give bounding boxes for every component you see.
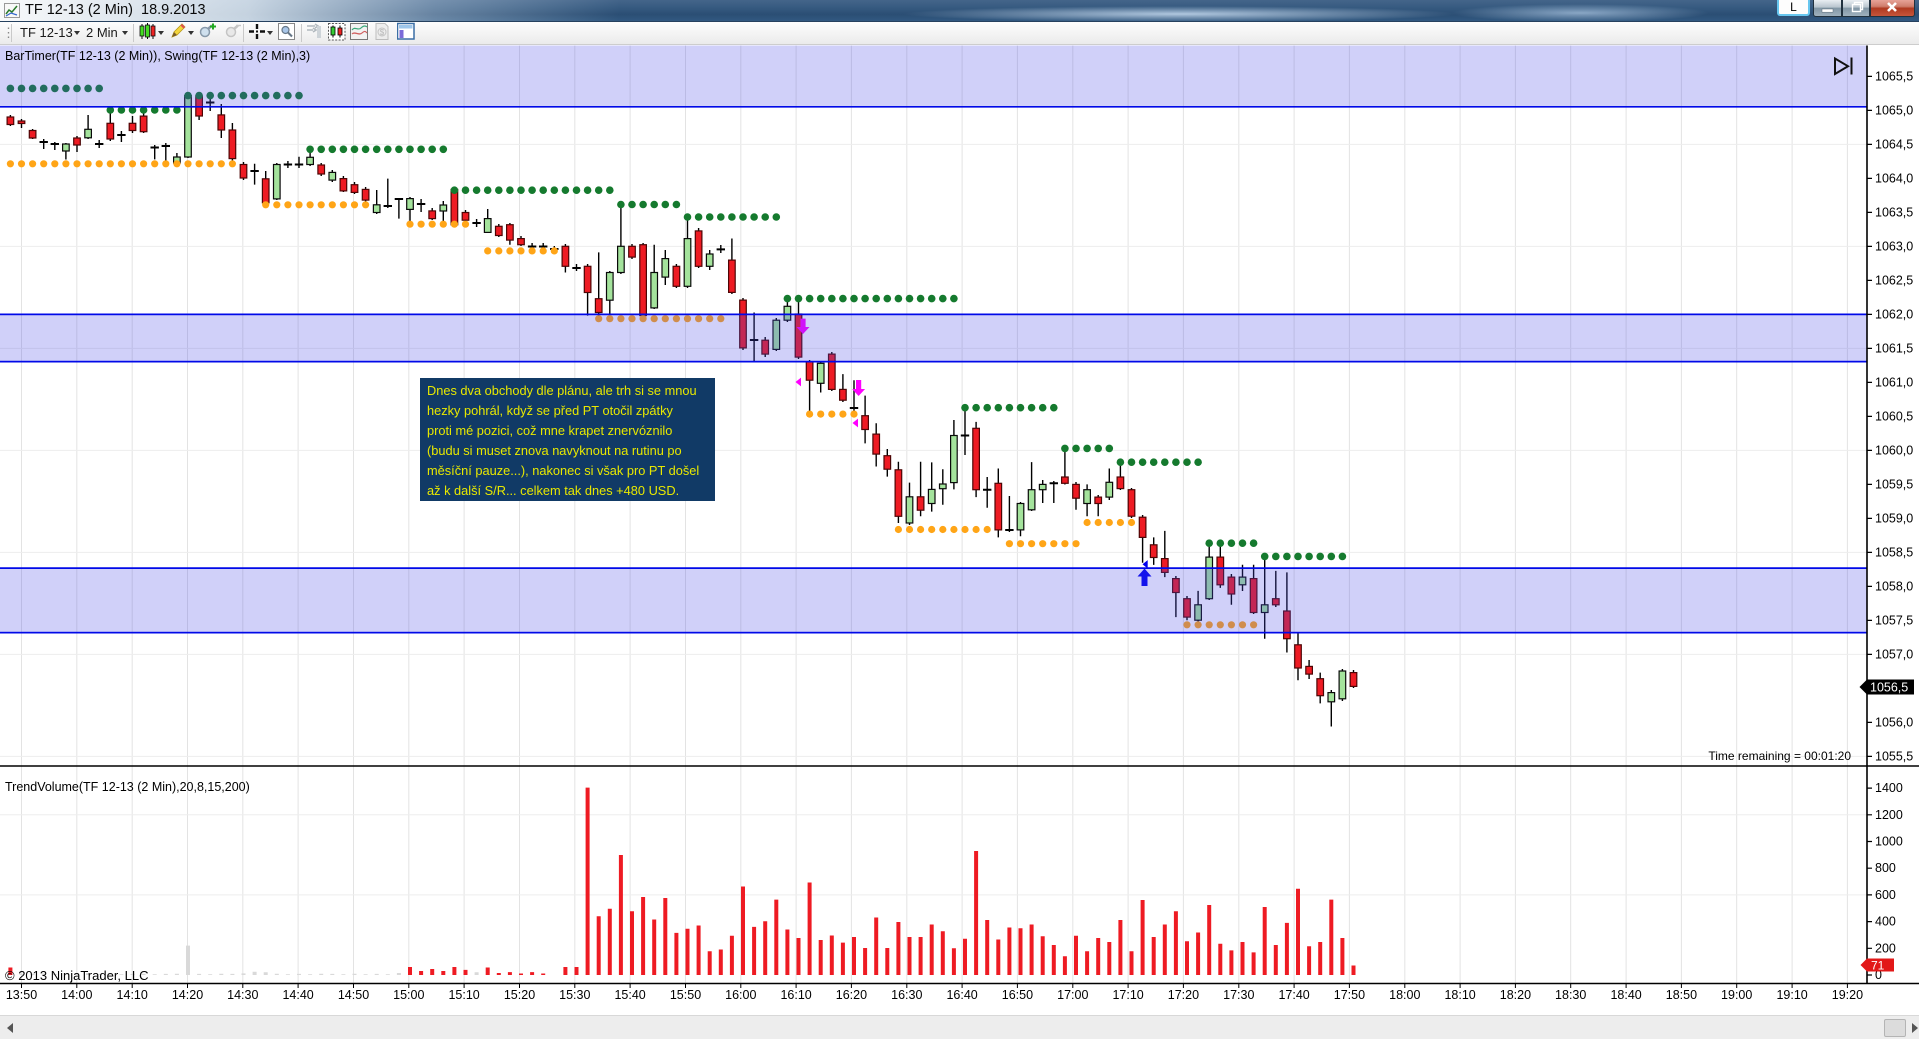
svg-text:18:20: 18:20 (1500, 988, 1531, 1002)
svg-text:1055,5: 1055,5 (1875, 749, 1913, 763)
svg-text:BarTimer(TF 12-13 (2 Min)), Sw: BarTimer(TF 12-13 (2 Min)), Swing(TF 12-… (5, 49, 310, 63)
svg-text:1400: 1400 (1875, 781, 1903, 795)
svg-text:600: 600 (1875, 888, 1896, 902)
svg-text:17:50: 17:50 (1334, 988, 1365, 1002)
svg-text:17:20: 17:20 (1168, 988, 1199, 1002)
svg-text:16:20: 16:20 (836, 988, 867, 1002)
svg-text:14:50: 14:50 (338, 988, 369, 1002)
svg-text:18:00: 18:00 (1389, 988, 1420, 1002)
svg-text:14:00: 14:00 (61, 988, 92, 1002)
svg-text:1065,5: 1065,5 (1875, 69, 1913, 83)
svg-text:17:40: 17:40 (1278, 988, 1309, 1002)
svg-text:17:00: 17:00 (1057, 988, 1088, 1002)
svg-text:1200: 1200 (1875, 808, 1903, 822)
svg-text:1056,5: 1056,5 (1870, 681, 1908, 695)
svg-text:1060,0: 1060,0 (1875, 443, 1913, 457)
svg-text:1064,5: 1064,5 (1875, 137, 1913, 151)
svg-text:15:30: 15:30 (559, 988, 590, 1002)
svg-text:1059,0: 1059,0 (1875, 511, 1913, 525)
svg-text:1057,5: 1057,5 (1875, 613, 1913, 627)
svg-text:1060,5: 1060,5 (1875, 409, 1913, 423)
svg-text:1058,0: 1058,0 (1875, 579, 1913, 593)
svg-text:14:40: 14:40 (282, 988, 313, 1002)
svg-text:16:00: 16:00 (725, 988, 756, 1002)
svg-text:18:40: 18:40 (1610, 988, 1641, 1002)
svg-text:16:40: 16:40 (946, 988, 977, 1002)
svg-text:19:20: 19:20 (1832, 988, 1863, 1002)
svg-text:18:50: 18:50 (1666, 988, 1697, 1002)
svg-text:1062,5: 1062,5 (1875, 273, 1913, 287)
svg-text:13:50: 13:50 (6, 988, 37, 1002)
svg-text:1058,5: 1058,5 (1875, 545, 1913, 559)
svg-text:18:30: 18:30 (1555, 988, 1586, 1002)
svg-text:71: 71 (1871, 959, 1885, 973)
svg-text:16:10: 16:10 (780, 988, 811, 1002)
svg-text:19:10: 19:10 (1776, 988, 1807, 1002)
svg-text:800: 800 (1875, 861, 1896, 875)
svg-text:$: $ (380, 28, 385, 37)
svg-text:14:10: 14:10 (117, 988, 148, 1002)
svg-text:1063,5: 1063,5 (1875, 205, 1913, 219)
svg-text:200: 200 (1875, 941, 1896, 955)
svg-text:15:00: 15:00 (393, 988, 424, 1002)
svg-text:© 2013 NinjaTrader, LLC: © 2013 NinjaTrader, LLC (5, 968, 149, 983)
svg-text:16:30: 16:30 (891, 988, 922, 1002)
svg-text:400: 400 (1875, 915, 1896, 929)
svg-text:1000: 1000 (1875, 835, 1903, 849)
svg-text:1056,0: 1056,0 (1875, 715, 1913, 729)
svg-text:0: 0 (1875, 968, 1882, 982)
svg-text:18:10: 18:10 (1444, 988, 1475, 1002)
svg-text:Time remaining = 00:01:20: Time remaining = 00:01:20 (1708, 749, 1851, 763)
svg-text:15:20: 15:20 (504, 988, 535, 1002)
svg-text:19:00: 19:00 (1721, 988, 1752, 1002)
svg-text:TrendVolume(TF 12-13 (2 Min),2: TrendVolume(TF 12-13 (2 Min),20,8,15,200… (5, 780, 250, 794)
svg-text:15:40: 15:40 (614, 988, 645, 1002)
svg-text:14:20: 14:20 (172, 988, 203, 1002)
svg-text:17:30: 17:30 (1223, 988, 1254, 1002)
svg-text:15:10: 15:10 (448, 988, 479, 1002)
svg-text:1059,5: 1059,5 (1875, 477, 1913, 491)
svg-text:1061,5: 1061,5 (1875, 341, 1913, 355)
svg-text:16:50: 16:50 (1002, 988, 1033, 1002)
svg-text:1061,0: 1061,0 (1875, 375, 1913, 389)
svg-text:1065,0: 1065,0 (1875, 103, 1913, 117)
svg-text:17:10: 17:10 (1112, 988, 1143, 1002)
svg-text:1064,0: 1064,0 (1875, 171, 1913, 185)
svg-text:1057,0: 1057,0 (1875, 647, 1913, 661)
svg-text:14:30: 14:30 (227, 988, 258, 1002)
svg-text:15:50: 15:50 (670, 988, 701, 1002)
svg-text:1063,0: 1063,0 (1875, 239, 1913, 253)
svg-text:1062,0: 1062,0 (1875, 307, 1913, 321)
